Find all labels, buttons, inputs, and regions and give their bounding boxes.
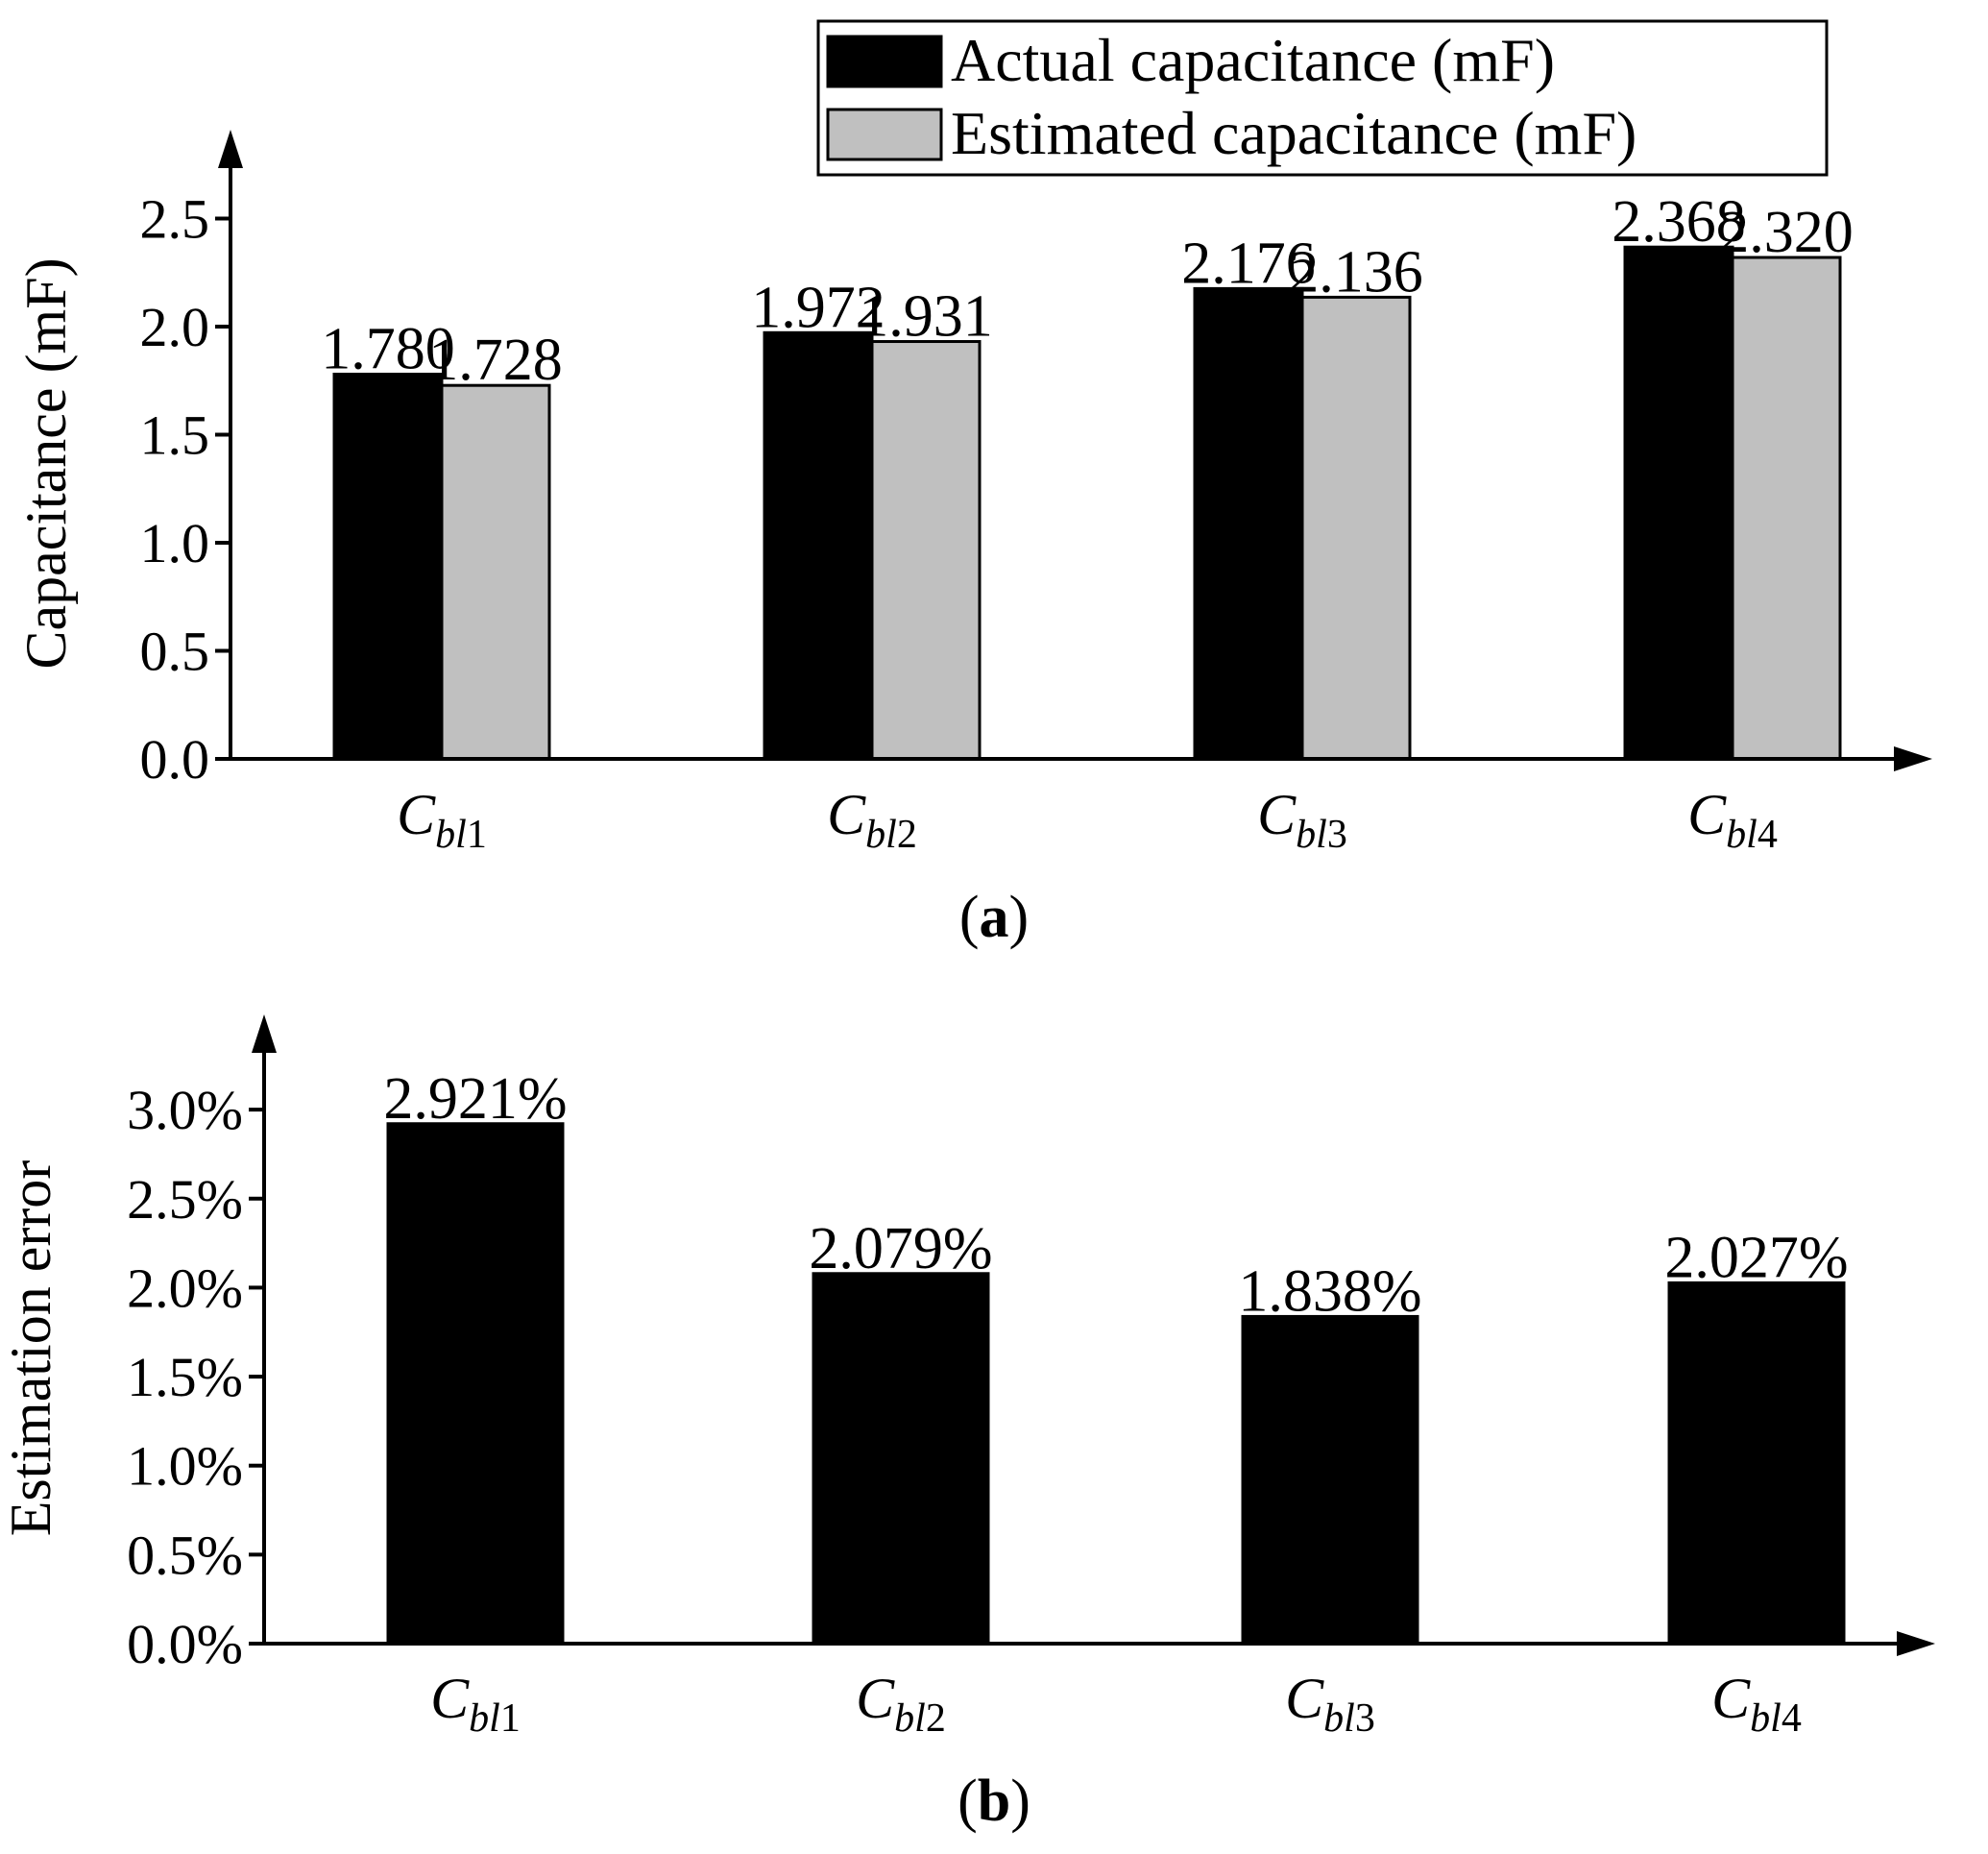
x-category-subscript: bl [1726, 813, 1758, 857]
panel-label: (b) [958, 1769, 1030, 1834]
x-category-label: Cbl2 [856, 1667, 946, 1741]
data-label-2-2: 1.931 [859, 284, 993, 350]
bar-series2-4 [1731, 256, 1842, 761]
x-category-subscript: bl [894, 1696, 926, 1741]
x-category-subscript-number: 1 [467, 813, 487, 857]
bar-series2-1 [440, 383, 551, 761]
x-category-subscript: bl [469, 1696, 500, 1741]
y-tick-label: 0.0 [140, 728, 210, 791]
panel-label-close-paren: ) [1009, 885, 1030, 950]
x-category-subscript: bl [1750, 1696, 1782, 1741]
panel-label-close-paren: ) [1010, 1769, 1030, 1834]
legend-label-2: Estimated capacitance (mF) [951, 99, 1636, 167]
x-category-base: C [397, 783, 436, 846]
y-tick-label: 1.5 [140, 404, 210, 467]
legend-label-1: Actual capacitance (mF) [951, 26, 1555, 94]
panel-label-letter: b [978, 1769, 1010, 1834]
x-category-label: Cbl4 [1711, 1667, 1802, 1741]
y-axis-title: Estimation error [0, 1160, 62, 1537]
y-tick-label: 2.0% [127, 1256, 243, 1319]
y-tick-label: 1.0% [127, 1435, 243, 1498]
y-tick-label: 1.0 [140, 512, 210, 574]
legend-box [816, 19, 1829, 177]
x-category-subscript-number: 2 [926, 1696, 946, 1741]
data-label-1-3: 2.176 [1181, 231, 1316, 296]
y-tick-label: 1.5% [127, 1346, 243, 1408]
x-category-subscript-number: 4 [1782, 1696, 1802, 1741]
data-label-1-1: 2.921% [383, 1066, 567, 1132]
x-category-base: C [1711, 1667, 1751, 1730]
y-tick-label: 2.5% [127, 1168, 243, 1231]
data-label-1-1: 1.780 [321, 317, 455, 382]
x-category-subscript-number: 4 [1758, 813, 1778, 857]
panel-label-letter: a [980, 885, 1009, 950]
x-category-subscript-number: 1 [500, 1696, 521, 1741]
x-category-subscript-number: 2 [897, 813, 917, 857]
data-label-2-3: 2.136 [1289, 239, 1423, 305]
y-axis-arrow [252, 1014, 277, 1053]
x-category-subscript: bl [1296, 813, 1327, 857]
y-tick-label: 0.5% [127, 1524, 243, 1586]
bar-series2-2 [870, 340, 982, 761]
x-category-label: Cbl1 [397, 783, 487, 857]
x-category-label: Cbl1 [430, 1667, 521, 1741]
y-tick-label: 3.0% [127, 1079, 243, 1141]
x-category-subscript: bl [865, 813, 897, 857]
bar-series1-2 [812, 1272, 990, 1646]
panel-label: (a) [959, 885, 1029, 950]
legend: Actual capacitance (mF)Estimated capacit… [816, 19, 1829, 177]
data-label-2-4: 2.320 [1719, 200, 1854, 265]
bar-series1-4 [1667, 1281, 1846, 1646]
y-tick-label: 0.5 [140, 621, 210, 683]
x-axis-arrow [1897, 1631, 1935, 1656]
x-category-base: C [1257, 783, 1297, 846]
chart-panel-b: 2.921% 2.079% 1.838% 2.027% 0.0% 0.5% 1.0% 1.5%… [0, 1014, 1935, 1834]
bar-series1-1 [332, 373, 444, 761]
x-category-subscript-number: 3 [1327, 813, 1347, 857]
legend-swatch-1 [826, 35, 943, 88]
x-axis-arrow [1894, 746, 1932, 771]
data-label-2-1: 1.728 [428, 328, 563, 393]
x-category-base: C [1285, 1667, 1324, 1730]
bar-series2-3 [1300, 295, 1412, 761]
bar-series1-1 [386, 1122, 565, 1646]
data-label-1-2: 1.972 [751, 275, 885, 340]
data-label-1-4: 2.368 [1612, 189, 1746, 255]
x-category-subscript: bl [1323, 1696, 1355, 1741]
bar-series1-4 [1623, 245, 1734, 761]
x-category-label: Cbl3 [1285, 1667, 1375, 1741]
bar-series1-3 [1193, 286, 1304, 761]
y-axis-title: Capacitance (mF) [14, 257, 78, 669]
y-tick-label: 2.5 [140, 188, 210, 251]
x-category-base: C [1687, 783, 1727, 846]
data-label-1-4: 2.027% [1664, 1225, 1848, 1290]
y-tick-label: 2.0 [140, 296, 210, 358]
bar-series1-2 [763, 330, 874, 761]
chart-panel-a: 1.780 1.972 2.176 2.368 1.728 1.931 2.136 2.320… [14, 19, 1932, 950]
y-tick-label: 0.0% [127, 1613, 243, 1675]
panel-label-open-paren: ( [959, 885, 980, 950]
x-category-subscript: bl [435, 813, 467, 857]
bar-series1-3 [1241, 1314, 1419, 1646]
x-category-subscript-number: 3 [1355, 1696, 1375, 1741]
x-category-label: Cbl3 [1257, 783, 1347, 857]
data-label-1-3: 1.838% [1238, 1258, 1421, 1324]
legend-swatch-2 [826, 108, 943, 161]
x-category-label: Cbl2 [827, 783, 917, 857]
y-axis-arrow [218, 130, 243, 168]
x-category-label: Cbl4 [1687, 783, 1778, 857]
x-category-base: C [430, 1667, 470, 1730]
panel-label-open-paren: ( [958, 1769, 978, 1834]
x-category-base: C [827, 783, 866, 846]
data-label-1-2: 2.079% [809, 1216, 992, 1281]
x-category-base: C [856, 1667, 895, 1730]
